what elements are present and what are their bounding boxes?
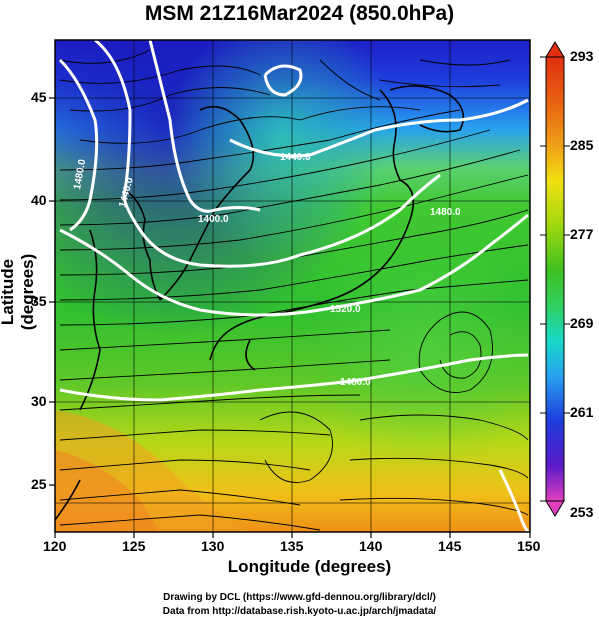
- x-tick-label: 130: [201, 538, 225, 554]
- axis-ticks: [49, 97, 531, 538]
- y-tick-label: 45: [31, 89, 47, 105]
- contour-label: 1480.0: [72, 158, 88, 190]
- height-contours: [58, 40, 530, 532]
- contour-label: 1520.0: [330, 304, 361, 315]
- x-tick-label: 120: [43, 538, 67, 554]
- credit-drawing: Drawing by DCL (https://www.gfd-dennou.o…: [163, 592, 436, 603]
- y-tick-label: 30: [31, 393, 47, 409]
- x-axis-label: Longitude (degrees): [227, 557, 392, 576]
- contour-label: 1400.0: [198, 214, 229, 225]
- colorbar-label: 293: [570, 48, 594, 64]
- contour-label: 1440.0: [280, 152, 311, 163]
- x-tick-label: 150: [517, 538, 541, 554]
- credit-data: Data from http://database.rish.kyoto-u.a…: [162, 606, 437, 617]
- x-tick-label: 125: [122, 538, 146, 554]
- colorbar: [540, 41, 570, 517]
- x-tick-label: 135: [280, 538, 304, 554]
- y-tick-label: 25: [31, 476, 47, 492]
- colorbar-min-arrow: [545, 500, 565, 517]
- contour-label: 1480.0: [430, 207, 461, 218]
- x-tick-label: 145: [438, 538, 462, 554]
- colorbar-max-arrow: [545, 41, 565, 58]
- y-tick-label: 35: [31, 293, 47, 309]
- colorbar-label: 285: [570, 137, 594, 153]
- colorbar-label: 261: [570, 404, 594, 420]
- map-title: MSM 21Z16Mar2024 (850.0hPa): [144, 2, 455, 25]
- y-tick-label: 40: [31, 192, 47, 208]
- contour-label: 1480.0: [340, 377, 371, 388]
- colorbar-label: 253: [570, 504, 594, 520]
- graticule: [55, 40, 530, 532]
- colorbar-label: 277: [570, 226, 594, 242]
- colorbar-label: 269: [570, 315, 594, 331]
- x-tick-label: 140: [359, 538, 383, 554]
